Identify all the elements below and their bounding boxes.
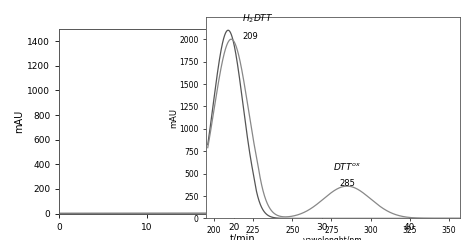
Text: 209: 209 xyxy=(242,32,258,41)
Text: $H_2DTT$: $H_2DTT$ xyxy=(242,12,273,25)
Text: 285: 285 xyxy=(339,179,355,188)
Text: 22.8: 22.8 xyxy=(256,91,281,101)
Text: 20.6: 20.6 xyxy=(228,35,251,45)
X-axis label: vawelenght/nm: vawelenght/nm xyxy=(303,236,363,240)
Y-axis label: mAU: mAU xyxy=(169,108,178,128)
Text: $DTT^{ox}$: $DTT^{ox}$ xyxy=(333,161,361,172)
X-axis label: t/min: t/min xyxy=(230,234,256,240)
Text: $DTT^{ox}$: $DTT^{ox}$ xyxy=(252,80,281,91)
Y-axis label: mAU: mAU xyxy=(14,110,25,133)
Text: $H_2DTT$: $H_2DTT$ xyxy=(224,19,255,31)
